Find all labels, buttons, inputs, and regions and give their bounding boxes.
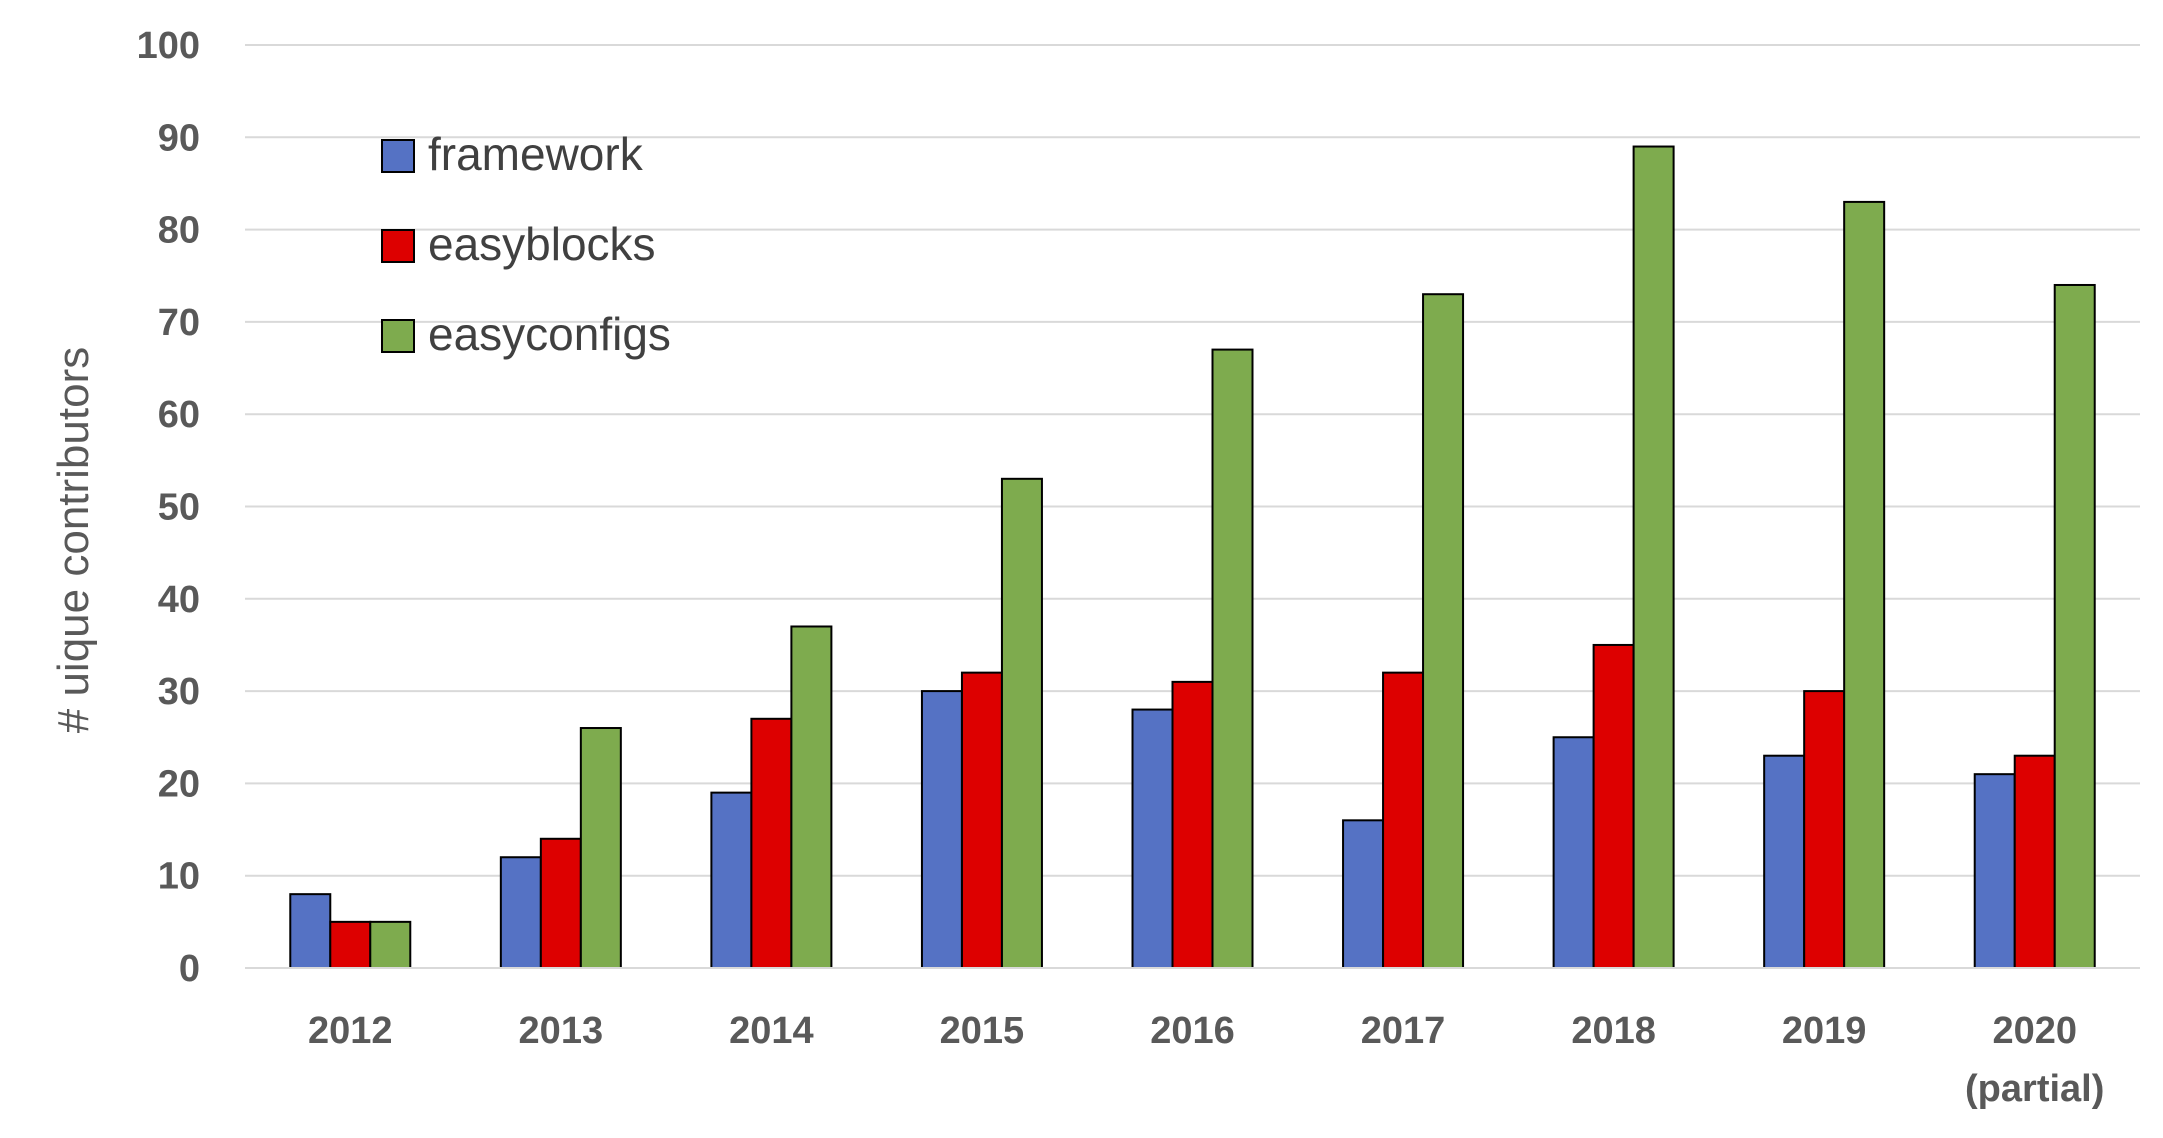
x-tick-label: 2016 [1150, 1010, 1235, 1052]
bar-easyconfigs [579, 727, 622, 970]
bar-easyblocks [750, 717, 793, 969]
x-tick-label: 2018 [1571, 1010, 1656, 1052]
bar-easyconfigs [1211, 348, 1254, 969]
y-tick-label: 10 [158, 856, 200, 898]
legend-swatch-easyblocks [381, 229, 415, 263]
bar-easyconfigs [1000, 477, 1043, 969]
bar-easyblocks [1803, 690, 1846, 969]
bar-easyconfigs [1843, 200, 1886, 970]
bar-framework [920, 690, 963, 969]
y-tick-label: 60 [158, 394, 200, 436]
x-tick-label: 2012 [308, 1010, 393, 1052]
bar-easyblocks [1382, 671, 1425, 969]
bar-easyblocks [1592, 643, 1635, 969]
y-axis-ticks: 0 10 20 30 40 50 60 70 80 90 100 [137, 25, 200, 990]
y-tick-label: 20 [158, 763, 200, 805]
bar-framework [1763, 754, 1806, 970]
legend: framework easyblocks easyconfigs [381, 128, 671, 360]
bar-framework [289, 893, 332, 969]
bar-framework [499, 856, 542, 969]
bar-framework [1973, 773, 2016, 969]
bar-easyconfigs [369, 920, 412, 969]
x-tick-label: 2013 [519, 1010, 604, 1052]
bar-easyconfigs [2053, 283, 2096, 970]
legend-label-easyconfigs: easyconfigs [428, 308, 671, 360]
bar-easyblocks [539, 837, 582, 970]
bar-framework [1131, 708, 1174, 969]
bar-easyconfigs [1632, 145, 1675, 969]
legend-swatch-framework [381, 139, 415, 173]
x-tick-label: 2020 [1992, 1010, 2077, 1052]
y-tick-label: 40 [158, 579, 200, 621]
bar-easyblocks [329, 920, 372, 969]
y-tick-label: 0 [179, 948, 200, 990]
y-tick-label: 30 [158, 671, 200, 713]
bar-easyblocks [2013, 754, 2056, 970]
bar-framework [1552, 736, 1595, 969]
x-tick-label: 2017 [1361, 1010, 1446, 1052]
x-tick-label: 2019 [1782, 1010, 1867, 1052]
y-tick-label: 50 [158, 487, 200, 529]
legend-label-framework: framework [428, 128, 644, 180]
bar-easyblocks [960, 671, 1003, 969]
legend-label-easyblocks: easyblocks [428, 218, 656, 270]
y-tick-label: 100 [137, 25, 200, 67]
bar-easyconfigs [790, 625, 833, 969]
y-axis-label: # uique contributors [49, 347, 98, 733]
bars [245, 145, 2140, 970]
x-tick-label: (partial) [1965, 1068, 2104, 1110]
x-axis-ticks: 2012 2013 2014 2015 2016 2017 2018 2019 2020 (par… [308, 1010, 2104, 1110]
y-tick-label: 70 [158, 302, 200, 344]
y-tick-label: 80 [158, 210, 200, 252]
bar-framework [1342, 819, 1385, 969]
bar-framework [710, 791, 753, 969]
x-tick-label: 2014 [729, 1010, 814, 1052]
bar-easyblocks [1171, 680, 1214, 969]
x-tick-label: 2015 [940, 1010, 1025, 1052]
bar-easyconfigs [1422, 293, 1465, 969]
legend-swatch-easyconfigs [381, 319, 415, 353]
y-tick-label: 90 [158, 117, 200, 159]
